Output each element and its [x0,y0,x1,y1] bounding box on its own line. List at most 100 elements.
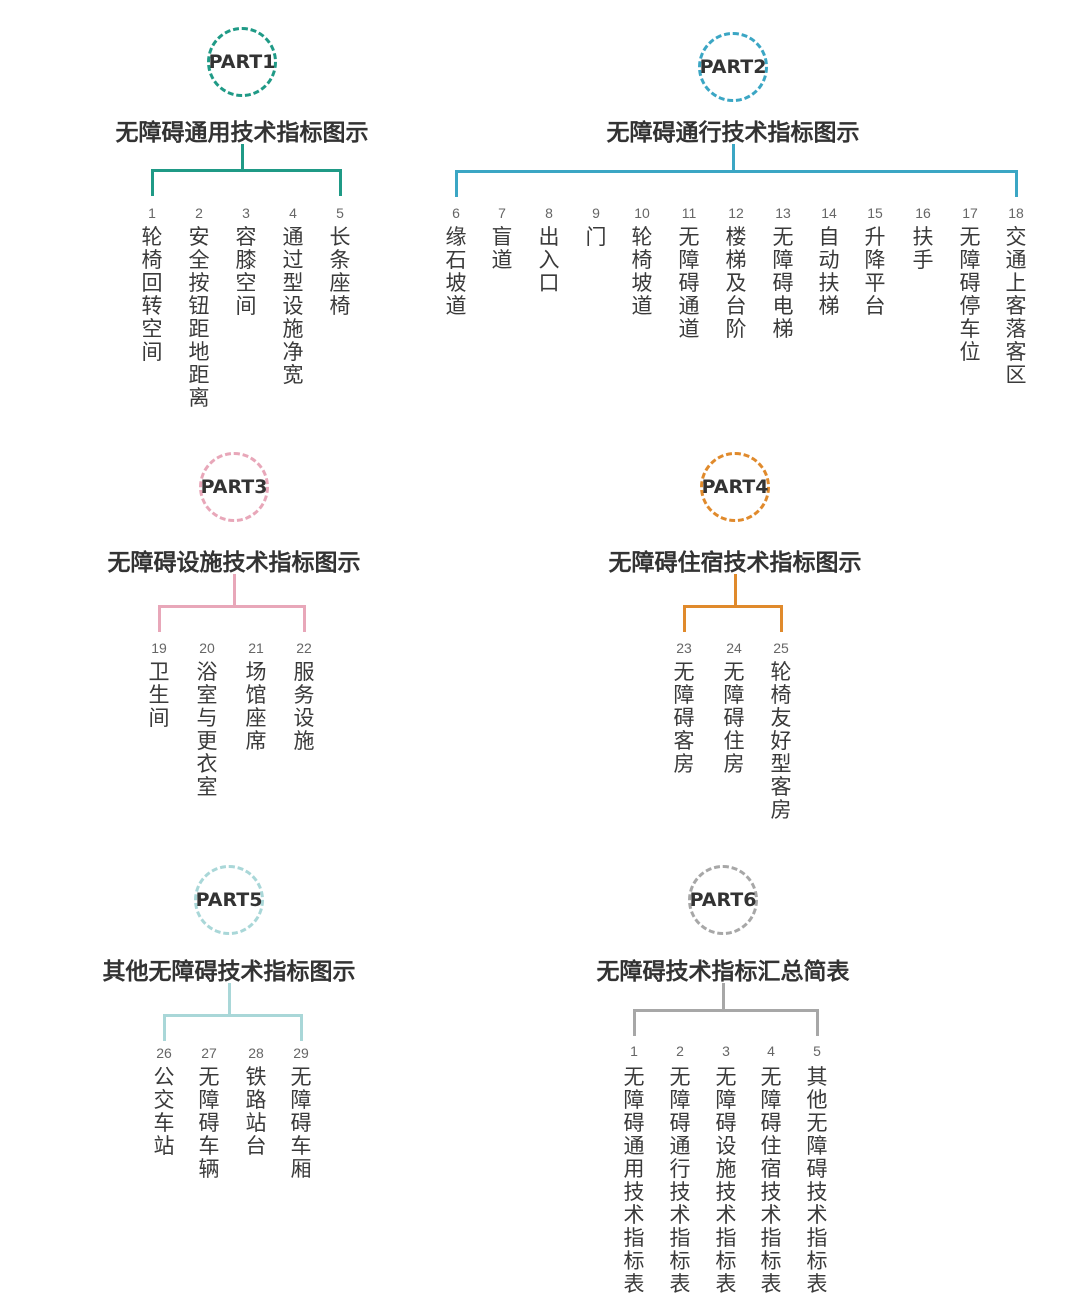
connector-bar [157,604,306,608]
item-number: 4 [767,1043,775,1059]
connector-bar [150,168,342,172]
connector-bar [632,1008,819,1012]
item-label: 服务设施 [293,660,315,753]
item-label: 自动扶梯 [818,225,840,318]
connector-bar [454,169,1018,173]
item-label: 通过型设施净宽 [282,225,304,387]
item-number: 3 [242,205,250,221]
item-label: 场馆座席 [245,660,267,753]
connector-drop [299,1015,303,1041]
item-label: 盲道 [491,225,513,272]
section-title: 无障碍通行技术指标图示 [606,120,860,146]
item-number: 14 [821,205,837,221]
item-label: 交通上客落客区 [1005,225,1027,387]
connector-drop [162,1015,166,1041]
part-badge: PART6 [688,865,758,935]
item-label: 长条座椅 [329,225,351,318]
item-number: 12 [728,205,744,221]
connector-stem [721,983,725,1010]
connector-stem [232,574,236,606]
item-number: 17 [962,205,978,221]
item-number: 8 [545,205,553,221]
item-number: 28 [248,1045,264,1061]
connector-drop [157,606,161,632]
item-number: 24 [726,640,742,656]
connector-drop [302,606,306,632]
item-label: 缘石坡道 [445,225,467,318]
section-title: 无障碍技术指标汇总简表 [596,959,850,985]
item-label: 无障碍通行技术指标表 [669,1065,691,1296]
item-number: 1 [630,1043,638,1059]
item-number: 4 [289,205,297,221]
item-label: 升降平台 [864,225,886,318]
item-label: 无障碍电梯 [772,225,794,341]
connector-stem [733,574,737,606]
item-number: 27 [201,1045,217,1061]
item-number: 2 [195,205,203,221]
item-label: 出入口 [538,225,560,295]
item-number: 5 [813,1043,821,1059]
item-number: 29 [293,1045,309,1061]
item-label: 无障碍通用技术指标表 [623,1065,645,1296]
item-number: 16 [915,205,931,221]
item-number: 9 [592,205,600,221]
item-number: 26 [156,1045,172,1061]
item-label: 无障碍车厢 [290,1065,312,1181]
item-label: 无障碍客房 [673,660,695,776]
item-label: 楼梯及台阶 [725,225,747,341]
item-number: 1 [148,205,156,221]
item-number: 19 [151,640,167,656]
item-number: 11 [681,205,697,221]
item-number: 23 [676,640,692,656]
item-label: 轮椅坡道 [631,225,653,318]
section-title: 无障碍住宿技术指标图示 [608,550,862,576]
connector-drop [1014,171,1018,197]
item-label: 无障碍停车位 [959,225,981,364]
part-badge: PART5 [194,865,264,935]
item-label: 卫生间 [148,660,170,730]
connector-stem [227,983,231,1015]
item-label: 无障碍住宿技术指标表 [760,1065,782,1296]
item-label: 轮椅回转空间 [141,225,163,364]
item-number: 18 [1008,205,1024,221]
item-label: 无障碍设施技术指标表 [715,1065,737,1296]
part-badge: PART1 [207,27,277,97]
connector-stem [240,144,244,170]
item-number: 6 [452,205,460,221]
connector-drop [454,171,458,197]
item-number: 20 [199,640,215,656]
connector-drop [682,606,686,632]
connector-bar [162,1013,303,1017]
part-badge: PART3 [199,452,269,522]
item-label: 容膝空间 [235,225,257,318]
item-label: 无障碍车辆 [198,1065,220,1181]
connector-drop [150,170,154,196]
item-number: 3 [722,1043,730,1059]
connector-drop [779,606,783,632]
item-label: 无障碍住房 [723,660,745,776]
item-label: 其他无障碍技术指标表 [806,1065,828,1296]
item-label: 铁路站台 [245,1065,267,1158]
item-number: 7 [498,205,506,221]
item-label: 浴室与更衣室 [196,660,218,799]
item-number: 13 [775,205,791,221]
section-title: 无障碍通用技术指标图示 [115,120,369,146]
item-number: 5 [336,205,344,221]
item-label: 无障碍通道 [678,225,700,341]
connector-stem [731,144,735,171]
item-number: 15 [867,205,883,221]
item-label: 安全按钮距地距离 [188,225,210,410]
connector-bar [682,604,783,608]
section-title: 其他无障碍技术指标图示 [102,959,356,985]
item-number: 10 [634,205,650,221]
item-label: 公交车站 [153,1065,175,1158]
connector-drop [632,1010,636,1036]
section-title: 无障碍设施技术指标图示 [107,550,361,576]
item-label: 轮椅友好型客房 [770,660,792,822]
item-label: 扶手 [912,225,934,272]
part-badge: PART2 [698,32,768,102]
connector-drop [815,1010,819,1036]
connector-drop [338,170,342,196]
item-number: 2 [676,1043,684,1059]
item-number: 25 [773,640,789,656]
